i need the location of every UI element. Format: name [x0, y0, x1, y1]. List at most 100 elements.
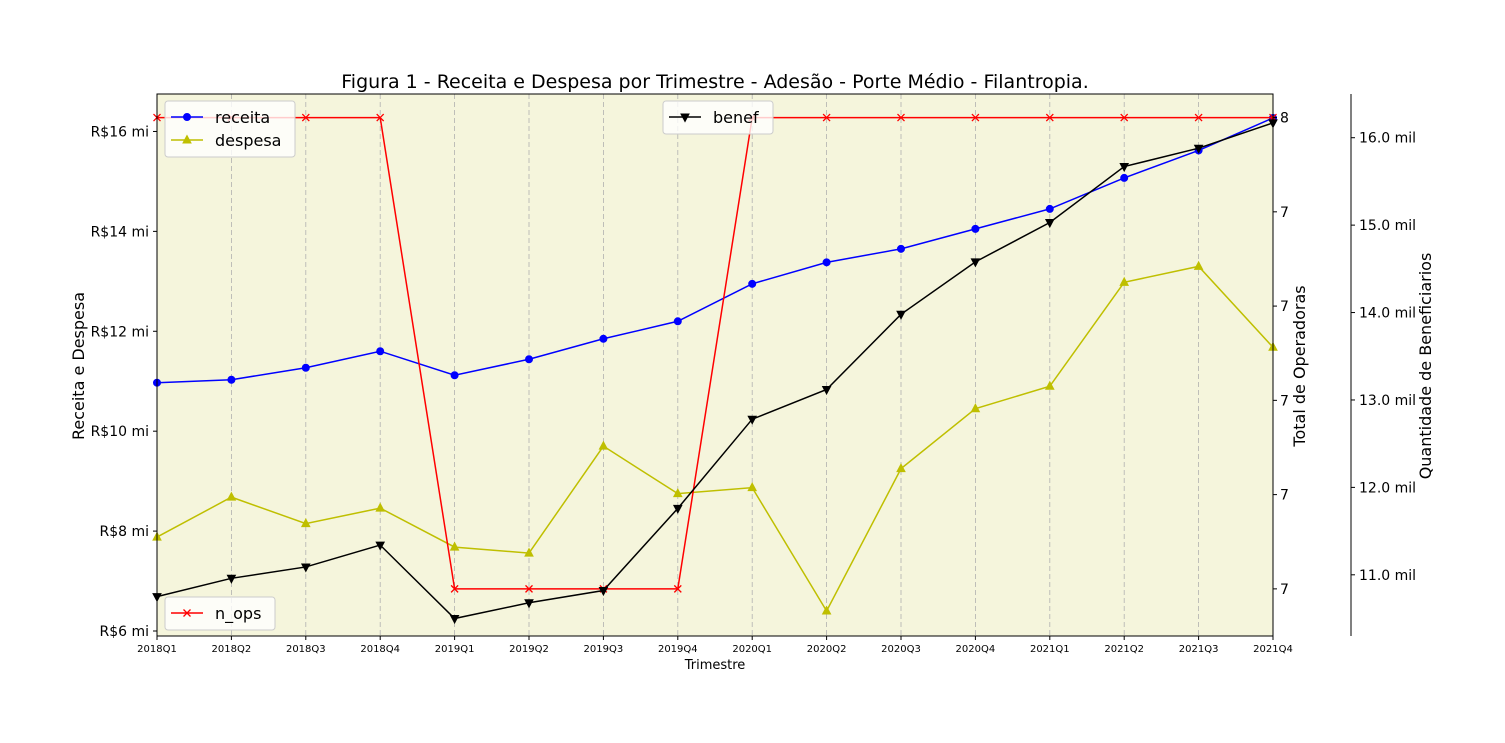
left-axis-label: Receita e Despesa [69, 292, 88, 440]
x-tick-label: 2019Q2 [509, 644, 549, 655]
series-benef-point [375, 541, 386, 551]
plot-frame [156, 93, 1274, 637]
x-tick-label: 2021Q2 [1104, 644, 1144, 655]
series-receita-point [450, 371, 459, 380]
series-despesa-point [598, 440, 609, 450]
series-layer [152, 113, 1278, 625]
right-beneficiarios-tick-label: 14.0 mil [1359, 306, 1416, 322]
right-operadoras-tick-label: 7 [1280, 488, 1289, 504]
legend-label-n_ops: n_ops [215, 604, 261, 624]
x-tick-label: 2020Q1 [732, 644, 772, 655]
x-tick-label: 2018Q4 [360, 644, 400, 655]
right-operadoras-tick-label: 7 [1280, 299, 1289, 315]
right-axis-beneficiarios-ticks: 11.0 mil 12.0 mil 13.0 mil 14.0 mil 15.0 mil… [1350, 94, 1416, 636]
right-operadoras-tick-label: 8 [1280, 111, 1289, 127]
series-despesa-point [821, 605, 832, 615]
series-n_ops-point [1045, 113, 1054, 122]
series-benef-point [1044, 219, 1055, 229]
chart-title: Figura 1 - Receita e Despesa por Trimest… [341, 71, 1089, 93]
series-receita-point [822, 258, 831, 267]
series-despesa-point [896, 463, 906, 473]
series-despesa-point [1044, 380, 1055, 390]
plot-background [157, 94, 1273, 636]
right-beneficiarios-tick-label: 16.0 mil [1359, 131, 1416, 147]
x-axis-ticks: 2018Q1 2018Q2 2018Q3 2018Q4 2019Q1 2019Q2 2019… [137, 636, 1293, 655]
x-tick-label: 2020Q4 [956, 644, 996, 655]
x-tick-label: 2019Q3 [584, 644, 624, 655]
series-receita-point [525, 355, 533, 364]
x-tick-label: 2021Q1 [1030, 644, 1070, 655]
right-operadoras-tick-label: 7 [1280, 205, 1289, 221]
legend: n_ops [164, 596, 276, 631]
x-tick-label: 2021Q3 [1179, 644, 1219, 655]
series-n_ops-point [376, 113, 385, 122]
series-n_ops-point [971, 113, 980, 122]
series-despesa-point [1193, 260, 1204, 270]
series-n_ops-point [1194, 113, 1203, 122]
legend-label-despesa: despesa [215, 131, 281, 150]
series-receita-point [301, 363, 310, 372]
x-tick-label: 2018Q1 [137, 644, 177, 655]
series-benef-point [970, 258, 981, 268]
series-n_ops-point [525, 584, 533, 593]
right-beneficiarios-tick-label: 11.0 mil [1359, 568, 1416, 584]
series-receita-point [748, 279, 757, 288]
left-axis-ticks: R$6 mi R$8 mi R$10 mi R$12 mi R$14 mi R$16 mi [91, 124, 157, 640]
legend-label-benef: benef [713, 108, 759, 127]
x-tick-label: 2020Q3 [881, 644, 921, 655]
series-benef-point [598, 587, 609, 597]
series-despesa-point [747, 482, 758, 492]
series-receita-point [673, 317, 682, 326]
series-despesa-point [970, 403, 981, 413]
right-operadoras-tick-label: 7 [1280, 582, 1289, 598]
series-benef-point [226, 574, 237, 584]
legend-marker-despesa [182, 134, 192, 144]
x-tick-label: 2019Q4 [658, 644, 698, 655]
legend-marker-benef [680, 113, 690, 123]
series-despesa-point [449, 541, 460, 551]
series-benef-point [300, 563, 311, 573]
x-axis-label: Trimestre [684, 658, 746, 673]
legend-label-receita: receita [215, 108, 270, 127]
series-receita-point [599, 334, 608, 343]
x-tick-label: 2021Q4 [1253, 644, 1293, 655]
left-tick-label: R$14 mi [91, 224, 149, 240]
right-beneficiarios-tick-label: 13.0 mil [1359, 393, 1416, 409]
x-tick-label: 2020Q2 [807, 644, 847, 655]
right-axis-operadoras-ticks: 7 7 7 7 7 8 [1273, 111, 1289, 598]
legend-frame [662, 100, 774, 135]
x-tick-label: 2018Q3 [286, 644, 326, 655]
series-despesa [152, 260, 1278, 615]
series-benef-line [156, 122, 1274, 620]
series-n_ops-point [450, 584, 459, 593]
legend: benef [662, 100, 774, 135]
series-receita-point [376, 347, 385, 356]
right-operadoras-tick-label: 7 [1280, 393, 1289, 409]
series-despesa-point [672, 488, 683, 498]
series-despesa-point [300, 518, 311, 528]
series-receita-point [971, 224, 980, 233]
legend: receita despesa [164, 100, 296, 158]
legend-frame [164, 100, 296, 158]
series-receita-point [1120, 173, 1129, 182]
legend-marker-n_ops [183, 609, 191, 617]
series-benef-point [672, 504, 683, 514]
left-tick-label: R$10 mi [91, 424, 149, 440]
series-receita-point [1045, 204, 1054, 213]
series-benef-point [449, 615, 460, 625]
series-benef-point [1119, 163, 1130, 173]
legends: receita despesa benef n_ops [164, 100, 774, 631]
right-beneficiarios-tick-label: 15.0 mil [1359, 218, 1416, 234]
series-despesa-line [156, 265, 1274, 613]
series-benef-point [821, 385, 832, 396]
series-n_ops-line [157, 116, 1273, 590]
series-despesa-point [1119, 276, 1130, 286]
series-n_ops-point [301, 113, 310, 122]
left-tick-label: R$6 mi [99, 624, 149, 640]
series-n_ops-point [673, 584, 682, 593]
x-tick-label: 2019Q1 [435, 644, 475, 655]
right-axis-operadoras-label: Total de Operadoras [1290, 285, 1309, 447]
left-tick-label: R$12 mi [91, 324, 149, 340]
series-despesa-point [375, 502, 386, 512]
